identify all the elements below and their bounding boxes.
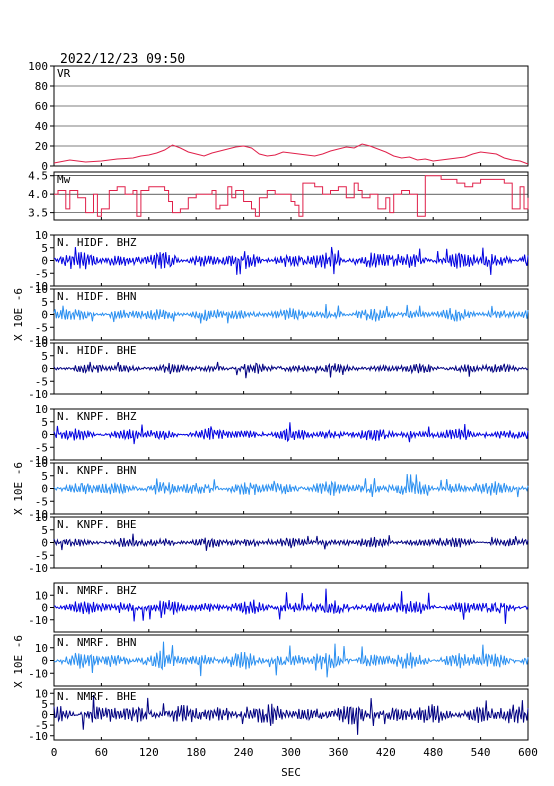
series-line-nmrf_bhe bbox=[53, 694, 529, 735]
unit-label-2: X 10E -6 bbox=[12, 635, 25, 688]
ytick-label-hidf_bhn-3: -5 bbox=[35, 321, 48, 334]
series-line-hidf_bhe bbox=[53, 361, 529, 379]
xtick-label-4: 240 bbox=[234, 746, 254, 759]
ytick-label-vr-0: 100 bbox=[28, 60, 48, 73]
ytick-label-knpf_bhe-1: 5 bbox=[41, 524, 48, 537]
ytick-label-knpf_bhz-2: 0 bbox=[41, 429, 48, 442]
ytick-label-knpf_bhe-2: 0 bbox=[41, 537, 48, 550]
ytick-label-knpf_bhz-4: -10 bbox=[28, 454, 48, 467]
ytick-label-knpf_bhe-4: -10 bbox=[28, 562, 48, 575]
labels-group: 2022/12/23 09:50100806040200VR4.54.03.5M… bbox=[12, 52, 538, 779]
ytick-label-knpf_bhe-0: 10 bbox=[35, 511, 48, 524]
ytick-label-nmrf_bhn-1: 0 bbox=[41, 655, 48, 668]
xtick-label-5: 300 bbox=[281, 746, 301, 759]
panel-label-nmrf_bhn: N. NMRF. BHN bbox=[57, 636, 136, 649]
xtick-label-3: 180 bbox=[186, 746, 206, 759]
ytick-label-nmrf_bhe-2: 0 bbox=[41, 709, 48, 722]
ytick-label-vr-3: 40 bbox=[35, 120, 48, 133]
ytick-label-nmrf_bhz-2: -10 bbox=[28, 614, 48, 627]
xtick-label-1: 60 bbox=[95, 746, 108, 759]
series-line-hidf_bhz bbox=[54, 246, 529, 275]
ytick-label-knpf_bhn-4: -10 bbox=[28, 508, 48, 521]
panel-label-knpf_bhz: N. KNPF. BHZ bbox=[57, 410, 137, 423]
series-line-vr bbox=[53, 143, 529, 165]
ytick-label-nmrf_bhn-2: -10 bbox=[28, 667, 48, 680]
xtick-label-10: 600 bbox=[518, 746, 538, 759]
series-line-mw bbox=[54, 175, 529, 217]
panel-label-nmrf_bhz: N. NMRF. BHZ bbox=[57, 584, 137, 597]
ytick-label-mw-1: 4.0 bbox=[28, 188, 48, 201]
panel-label-nmrf_bhe: N. NMRF. BHE bbox=[57, 690, 136, 703]
ytick-label-hidf_bhz-1: 5 bbox=[41, 242, 48, 255]
panel-label-knpf_bhe: N. KNPF. BHE bbox=[57, 518, 136, 531]
xtick-label-9: 540 bbox=[471, 746, 491, 759]
ytick-label-nmrf_bhe-0: 10 bbox=[35, 687, 48, 700]
series-line-knpf_bhn bbox=[53, 473, 529, 498]
ytick-label-hidf_bhn-0: 10 bbox=[35, 283, 48, 296]
ytick-label-vr-1: 80 bbox=[35, 80, 48, 93]
xtick-label-8: 480 bbox=[423, 746, 443, 759]
ytick-label-nmrf_bhz-1: 0 bbox=[41, 602, 48, 615]
panel-frame-vr bbox=[53, 65, 529, 167]
xtick-label-0: 0 bbox=[51, 746, 58, 759]
panel-label-knpf_bhn: N. KNPF. BHN bbox=[57, 464, 136, 477]
panel-label-hidf_bhn: N. HIDF. BHN bbox=[57, 290, 136, 303]
ytick-label-knpf_bhz-0: 10 bbox=[35, 403, 48, 416]
ytick-label-hidf_bhz-3: -5 bbox=[35, 267, 48, 280]
ytick-label-vr-5: 0 bbox=[41, 160, 48, 173]
ytick-label-hidf_bhn-1: 5 bbox=[41, 296, 48, 309]
data-group bbox=[53, 143, 529, 735]
ytick-label-knpf_bhn-0: 10 bbox=[35, 457, 48, 470]
ytick-label-hidf_bhe-0: 10 bbox=[35, 337, 48, 350]
ytick-label-hidf_bhz-2: 0 bbox=[41, 255, 48, 268]
panel-label-hidf_bhe: N. HIDF. BHE bbox=[57, 344, 136, 357]
ytick-label-knpf_bhz-1: 5 bbox=[41, 416, 48, 429]
ytick-label-hidf_bhe-2: 0 bbox=[41, 363, 48, 376]
ytick-label-hidf_bhe-1: 5 bbox=[41, 350, 48, 363]
series-line-nmrf_bhn bbox=[53, 641, 529, 678]
ytick-label-mw-2: 3.5 bbox=[28, 207, 48, 220]
ytick-label-hidf_bhz-4: -10 bbox=[28, 280, 48, 293]
ytick-label-hidf_bhn-4: -10 bbox=[28, 334, 48, 347]
ytick-label-hidf_bhn-2: 0 bbox=[41, 309, 48, 322]
ytick-label-nmrf_bhn-0: 10 bbox=[35, 642, 48, 655]
panel-label-vr: VR bbox=[57, 67, 71, 80]
ytick-label-knpf_bhe-3: -5 bbox=[35, 549, 48, 562]
unit-label-1: X 10E -6 bbox=[12, 462, 25, 515]
ytick-label-knpf_bhn-1: 5 bbox=[41, 470, 48, 483]
series-line-nmrf_bhz bbox=[53, 588, 529, 624]
ytick-label-nmrf_bhe-1: 5 bbox=[41, 698, 48, 711]
unit-label-0: X 10E -6 bbox=[12, 288, 25, 341]
ytick-label-nmrf_bhe-4: -10 bbox=[28, 730, 48, 743]
panel-label-mw: Mw bbox=[57, 173, 71, 186]
ytick-label-hidf_bhe-4: -10 bbox=[28, 388, 48, 401]
x-axis-label: SEC bbox=[281, 766, 301, 779]
header-datetime: 2022/12/23 09:50 bbox=[60, 52, 185, 67]
ytick-label-vr-2: 60 bbox=[35, 100, 48, 113]
panel-label-hidf_bhz: N. HIDF. BHZ bbox=[57, 236, 137, 249]
ytick-label-hidf_bhz-0: 10 bbox=[35, 229, 48, 242]
xtick-label-7: 420 bbox=[376, 746, 396, 759]
series-line-knpf_bhz bbox=[53, 422, 529, 445]
ytick-label-vr-4: 20 bbox=[35, 140, 48, 153]
series-line-hidf_bhn bbox=[53, 303, 529, 324]
ytick-label-knpf_bhz-3: -5 bbox=[35, 441, 48, 454]
xtick-label-6: 360 bbox=[328, 746, 348, 759]
ytick-label-nmrf_bhz-0: 10 bbox=[35, 589, 48, 602]
xtick-label-2: 120 bbox=[139, 746, 159, 759]
ytick-label-nmrf_bhe-3: -5 bbox=[35, 719, 48, 732]
series-line-knpf_bhe bbox=[53, 533, 529, 551]
ytick-label-mw-0: 4.5 bbox=[28, 170, 48, 183]
ytick-label-knpf_bhn-3: -5 bbox=[35, 495, 48, 508]
ytick-label-knpf_bhn-2: 0 bbox=[41, 483, 48, 496]
ytick-label-hidf_bhe-3: -5 bbox=[35, 375, 48, 388]
